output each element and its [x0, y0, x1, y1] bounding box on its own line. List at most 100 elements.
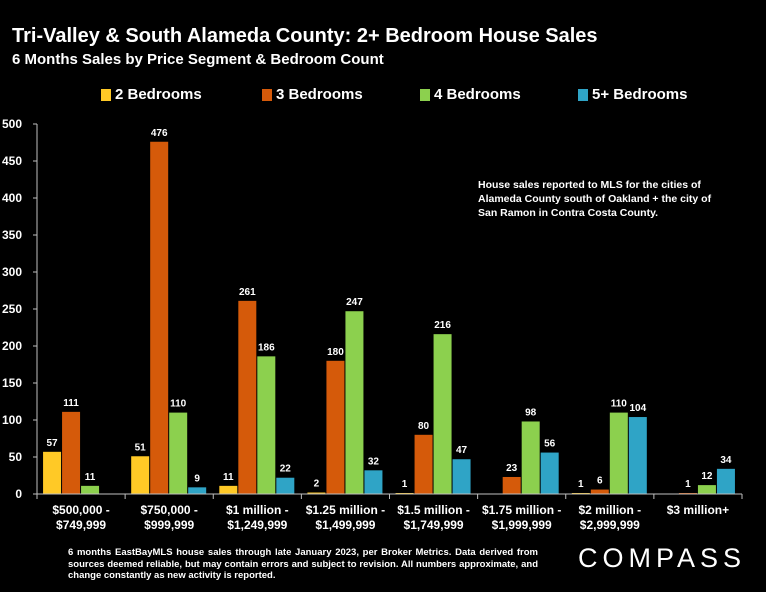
x-tick-label: $2 million -: [578, 503, 641, 517]
legend-item-2-bedrooms: 2 Bedrooms: [101, 86, 202, 103]
y-tick-label: 50: [9, 450, 23, 464]
data-label: 98: [525, 407, 537, 418]
data-label: 476: [151, 128, 168, 139]
legend-label: 5+ Bedrooms: [592, 86, 688, 103]
data-label: 22: [280, 464, 292, 475]
chart-annotation: House sales reported to MLS for the citi…: [478, 179, 712, 219]
footnote: 6 months EastBayMLS house sales through …: [68, 547, 538, 581]
data-label: 1: [578, 479, 584, 490]
data-label: 11: [223, 472, 234, 483]
y-tick-label: 150: [2, 376, 22, 390]
bar: [188, 487, 207, 494]
data-label: 110: [170, 399, 187, 410]
bar: [131, 456, 150, 494]
bar: [169, 412, 188, 494]
bar: [364, 470, 383, 494]
data-label: 56: [544, 439, 556, 450]
legend-swatch: [101, 88, 111, 101]
x-tick-label: $2,999,999: [580, 518, 640, 532]
x-tick-label: $750,000 -: [140, 503, 197, 517]
data-label: 1: [685, 479, 691, 490]
legend-swatch: [420, 88, 430, 101]
legend: 2 Bedrooms 3 Bedrooms 4 Bedrooms 5+ Bedr…: [0, 86, 766, 106]
y-tick-label: 0: [15, 487, 22, 501]
chart-title: Tri-Valley & South Alameda County: 2+ Be…: [12, 25, 598, 47]
x-tick-label: $500,000 -: [52, 503, 109, 517]
bar: [502, 476, 521, 494]
bar: [276, 477, 295, 494]
data-label: 2: [314, 479, 320, 490]
data-label: 180: [327, 347, 344, 358]
bar: [716, 468, 735, 494]
bar: [628, 417, 647, 494]
data-label: 261: [239, 287, 256, 298]
bar: [609, 412, 628, 494]
legend-item-5-plus-bedrooms: 5+ Bedrooms: [578, 86, 687, 103]
y-tick-label: 400: [2, 191, 22, 205]
x-tick-label: $1 million -: [226, 503, 289, 517]
data-label: 23: [506, 463, 518, 474]
bar: [219, 485, 238, 494]
y-tick-label: 350: [2, 228, 22, 242]
bar: [433, 334, 452, 494]
bar: [521, 421, 540, 494]
x-tick-label: $1,499,999: [315, 518, 375, 532]
data-label: 32: [368, 456, 380, 467]
data-label: 110: [611, 399, 628, 410]
bar: [238, 300, 257, 494]
legend-label: 2 Bedrooms: [115, 86, 202, 103]
data-label: 111: [63, 398, 79, 409]
data-label: 51: [135, 442, 147, 453]
x-axis: $500,000 -$749,999 $750,000 -$999,999 $1 m…: [36, 493, 743, 532]
bar: [326, 360, 345, 494]
bar: [345, 311, 364, 494]
x-tick-label: $3 million+: [667, 503, 729, 517]
data-label: 57: [47, 438, 59, 449]
chart-subtitle: 6 Months Sales by Price Segment & Bedroo…: [12, 51, 384, 68]
bar: [414, 434, 433, 494]
bar: [590, 489, 609, 494]
legend-label: 4 Bedrooms: [434, 86, 521, 103]
x-tick-label: $1,249,999: [227, 518, 287, 532]
y-tick-label: 250: [2, 302, 22, 316]
legend-item-4-bedrooms: 4 Bedrooms: [420, 86, 521, 103]
y-tick-label: 450: [2, 154, 22, 168]
data-label: 34: [720, 455, 732, 466]
bar: [43, 451, 62, 494]
legend-item-3-bedrooms: 3 Bedrooms: [262, 86, 363, 103]
x-tick-label: $999,999: [144, 518, 194, 532]
bar: [307, 492, 326, 494]
x-tick-label: $1,999,999: [492, 518, 552, 532]
data-label: 104: [629, 403, 646, 414]
bar: [452, 459, 471, 494]
bar: [257, 356, 276, 494]
x-tick-label: $1,749,999: [404, 518, 464, 532]
y-axis: 0 50 100 150 200 250 300 350 400 450 500: [2, 117, 38, 501]
compass-logo: COMPASS: [578, 543, 747, 573]
data-label: 12: [701, 471, 713, 482]
bar: [150, 141, 169, 494]
legend-swatch: [578, 88, 588, 101]
x-tick-label: $1.5 million -: [397, 503, 470, 517]
bar: [81, 485, 100, 494]
bar: [697, 485, 716, 494]
data-label: 80: [418, 421, 430, 432]
data-label: 47: [456, 445, 468, 456]
data-label: 247: [346, 297, 363, 308]
legend-label: 3 Bedrooms: [276, 86, 363, 103]
y-tick-label: 500: [2, 117, 22, 131]
legend-swatch: [262, 88, 272, 101]
y-tick-label: 200: [2, 339, 22, 353]
data-label: 1: [402, 479, 408, 490]
x-tick-label: $1.25 million -: [306, 503, 385, 517]
bar: [540, 452, 559, 494]
data-label: 216: [434, 320, 451, 331]
data-label: 11: [85, 472, 96, 483]
y-tick-label: 300: [2, 265, 22, 279]
x-tick-label: $749,999: [56, 518, 106, 532]
x-tick-label: $1.75 million -: [482, 503, 561, 517]
bar: [62, 411, 81, 494]
y-tick-label: 100: [2, 413, 22, 427]
